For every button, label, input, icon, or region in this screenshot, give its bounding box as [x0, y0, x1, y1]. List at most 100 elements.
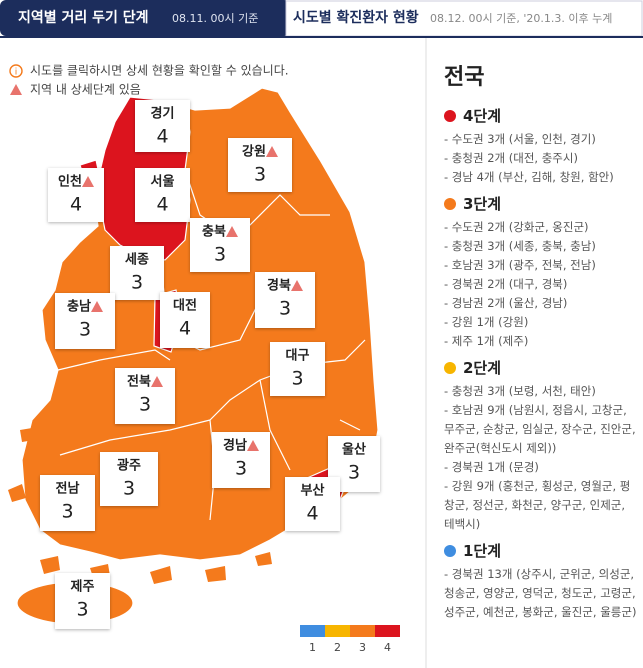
tab-title[interactable]: 지역별 거리 두기 단계: [18, 9, 149, 26]
label-box: [228, 138, 292, 192]
region-label[interactable]: 인천 4: [48, 168, 104, 222]
region-level: 4: [156, 194, 168, 216]
group-item: - 경남권 2개 (울산, 경남): [444, 296, 568, 310]
region-name: 전남: [56, 481, 80, 497]
legend-label: 2: [334, 641, 341, 654]
detail-warning: [247, 440, 259, 451]
region-level: 3: [254, 164, 266, 186]
region-level: 3: [214, 244, 226, 266]
region-name: 대전: [173, 298, 197, 314]
tab-subtitle: 08.11. 00시 기준: [172, 12, 258, 25]
region-level: 3: [348, 462, 360, 484]
region-label[interactable]: 전북 3: [115, 368, 175, 424]
legend-label: 1: [309, 641, 316, 654]
label-box: [212, 432, 270, 488]
label-box: [285, 477, 340, 531]
group-item: - 경북권 2개 (대구, 경북): [444, 277, 568, 291]
region-level: 4: [70, 194, 82, 216]
tab-inactive[interactable]: [285, 0, 643, 37]
region-level: 3: [139, 394, 151, 416]
region-level: 3: [131, 272, 143, 294]
region-name: 경남: [223, 438, 247, 454]
detail-warning: [226, 226, 238, 237]
region-label[interactable]: 경기 4: [135, 100, 190, 152]
region-label[interactable]: 대구 3: [270, 342, 325, 396]
region-label[interactable]: 전남 3: [40, 475, 95, 531]
group-item: - 제주 1개 (제주): [444, 334, 529, 348]
group-item: - 경북권 1개 (문경): [444, 460, 539, 474]
region-label[interactable]: 세종 3: [110, 246, 164, 300]
legend-swatch: [325, 625, 350, 637]
detail-warning: [291, 280, 303, 291]
region-label[interactable]: 충북 3: [190, 218, 250, 272]
group-title-text: 2단계: [463, 359, 502, 377]
group-item: - 충청권 3개 (보령, 서천, 태안): [444, 384, 596, 398]
label-box: [135, 168, 190, 222]
tab-title[interactable]: 시도별 확진환자 현황: [293, 9, 419, 26]
region-name: 울산: [342, 442, 366, 458]
warning-icon: [10, 84, 22, 95]
group-item: - 경남 4개 (부산, 김해, 창원, 함안): [444, 170, 614, 184]
detail-warning: [266, 146, 278, 157]
label-box: [48, 168, 104, 222]
region-level: 3: [79, 319, 91, 341]
region-level: 3: [291, 368, 303, 390]
legend-swatch: [350, 625, 375, 637]
group-title: 3단계: [444, 193, 638, 214]
legend-label: 3: [359, 641, 366, 654]
region-name: 경북: [267, 278, 291, 294]
label-box: [115, 368, 175, 424]
detail-warning: [82, 176, 94, 187]
group-title-text: 3단계: [463, 195, 502, 213]
region-label[interactable]: 제주 3: [55, 573, 110, 629]
region-level: 3: [61, 501, 73, 523]
detail-panel: 전국 4단계 - 수도권 3개 (서울, 인천, 경기) - 충청권 2개 (대전, …: [438, 55, 638, 622]
group-dot: [444, 544, 456, 557]
detail-warning: [151, 376, 163, 387]
tab-subtitle: 08.12. 00시 기준, '20.1.3. 이후 누계: [430, 12, 612, 25]
region-level: 4: [306, 503, 318, 525]
region-level: 3: [123, 478, 135, 500]
region-label[interactable]: 서울 4: [135, 168, 190, 222]
region-name: 전북: [127, 374, 151, 390]
group-item: - 경북권 13개 (상주시, 군위군, 의성군, 청송군, 영양군, 영덕군,…: [444, 567, 637, 619]
region-label[interactable]: 강원 3: [228, 138, 292, 192]
label-box: [135, 100, 190, 152]
tab-active[interactable]: [0, 0, 290, 36]
region-name: 세종: [125, 253, 149, 268]
label-box: [55, 573, 110, 629]
region-name: 충남: [67, 299, 91, 315]
region-level: 3: [76, 599, 88, 621]
group-item: - 강원 9개 (홍천군, 횡성군, 영월군, 평창군, 정선군, 화천군, 양…: [444, 479, 631, 531]
label-box: [55, 293, 115, 349]
group-title: 4단계: [444, 105, 638, 126]
label-box: [190, 218, 250, 272]
region-level: 4: [179, 318, 191, 340]
group-title-text: 4단계: [463, 107, 502, 125]
region-name: 충북: [202, 224, 226, 240]
region-label[interactable]: 충남 3: [55, 293, 115, 349]
region-level: 3: [235, 458, 247, 480]
region-name: 대구: [286, 349, 310, 364]
region-label[interactable]: 대전 4: [160, 292, 210, 348]
group-item: - 수도권 3개 (서울, 인천, 경기): [444, 132, 596, 146]
region-label[interactable]: 경남 3: [212, 432, 270, 488]
region-label[interactable]: 부산 4: [285, 477, 340, 531]
group-dot: [444, 197, 456, 210]
notice: 시도를 클릭하시면 상세 현황을 확인할 수 있습니다.: [30, 64, 289, 78]
group-item: - 수도권 2개 (강화군, 옹진군): [444, 220, 589, 234]
group-title: 2단계: [444, 357, 638, 378]
legend-label: 4: [384, 641, 391, 654]
label-box: [40, 475, 95, 531]
region-name: 경기: [151, 106, 175, 122]
group-dot: [444, 361, 456, 374]
group-item: - 충청권 2개 (대전, 충주시): [444, 151, 578, 165]
group-title: 1단계: [444, 540, 638, 561]
group-dot: [444, 109, 456, 122]
region-name: 강원: [242, 144, 266, 160]
region-label[interactable]: 경북 3: [255, 272, 315, 328]
region-label[interactable]: 광주 3: [100, 452, 158, 506]
label-box: [255, 272, 315, 328]
region-name: 인천: [58, 174, 82, 190]
